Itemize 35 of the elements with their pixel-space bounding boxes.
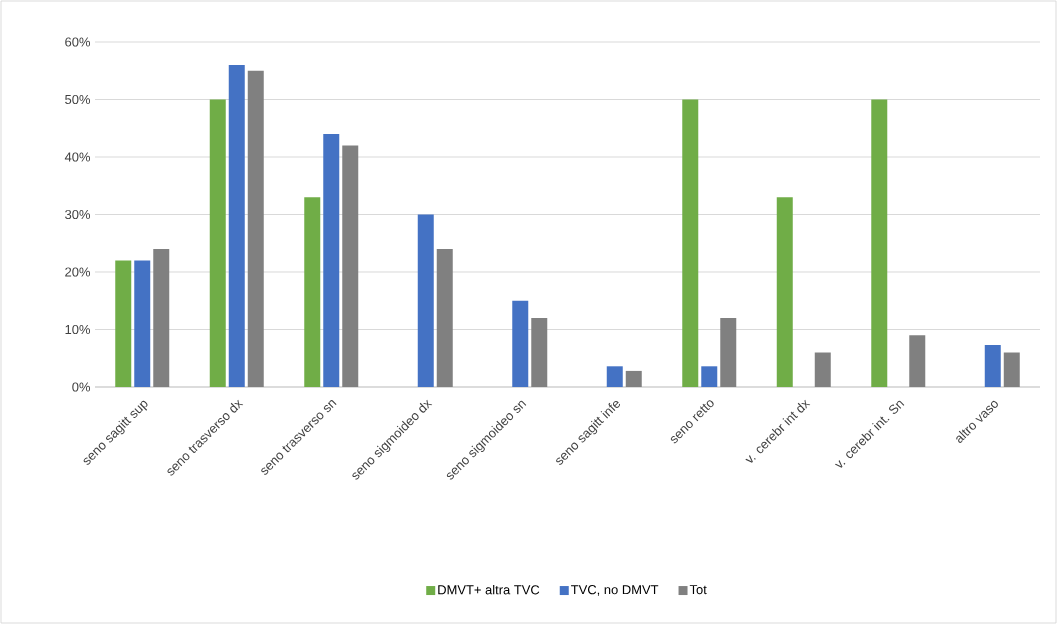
bar: [512, 300, 529, 387]
y-tick-label: 10%: [65, 324, 91, 335]
bar: [134, 260, 151, 387]
bar: [701, 366, 718, 387]
bar: [342, 145, 359, 387]
bar: [228, 65, 245, 387]
bar: [720, 318, 737, 387]
bar: [1003, 352, 1020, 387]
bar: [531, 318, 548, 387]
y-tick-label: 40%: [64, 152, 91, 162]
bar: [814, 352, 831, 387]
bar: [871, 99, 888, 387]
legend-label: TVC, no DMVT: [571, 585, 659, 596]
y-tick-label: 20%: [65, 267, 91, 277]
bar: [776, 197, 793, 387]
y-tick-label: 30%: [65, 209, 91, 220]
legend-label: DMVT+ altra TVC: [438, 584, 540, 595]
y-tick-label: 50%: [65, 94, 91, 105]
bar: [984, 345, 1001, 387]
bar: [209, 99, 226, 387]
bar: [153, 249, 170, 387]
bar: [909, 335, 926, 387]
legend-label: Tot: [689, 585, 707, 595]
bar: [417, 214, 434, 387]
bar: [304, 197, 321, 387]
bar: [247, 70, 264, 387]
bar: [606, 366, 623, 387]
y-tick-label: 0%: [72, 382, 91, 392]
bar: [625, 370, 642, 387]
bar: [323, 134, 340, 387]
bar: [682, 99, 699, 387]
bar: [436, 249, 453, 387]
y-tick-label: 60%: [65, 37, 91, 47]
x-tick-label: altro vaso: [956, 400, 998, 443]
bar: [115, 260, 132, 387]
